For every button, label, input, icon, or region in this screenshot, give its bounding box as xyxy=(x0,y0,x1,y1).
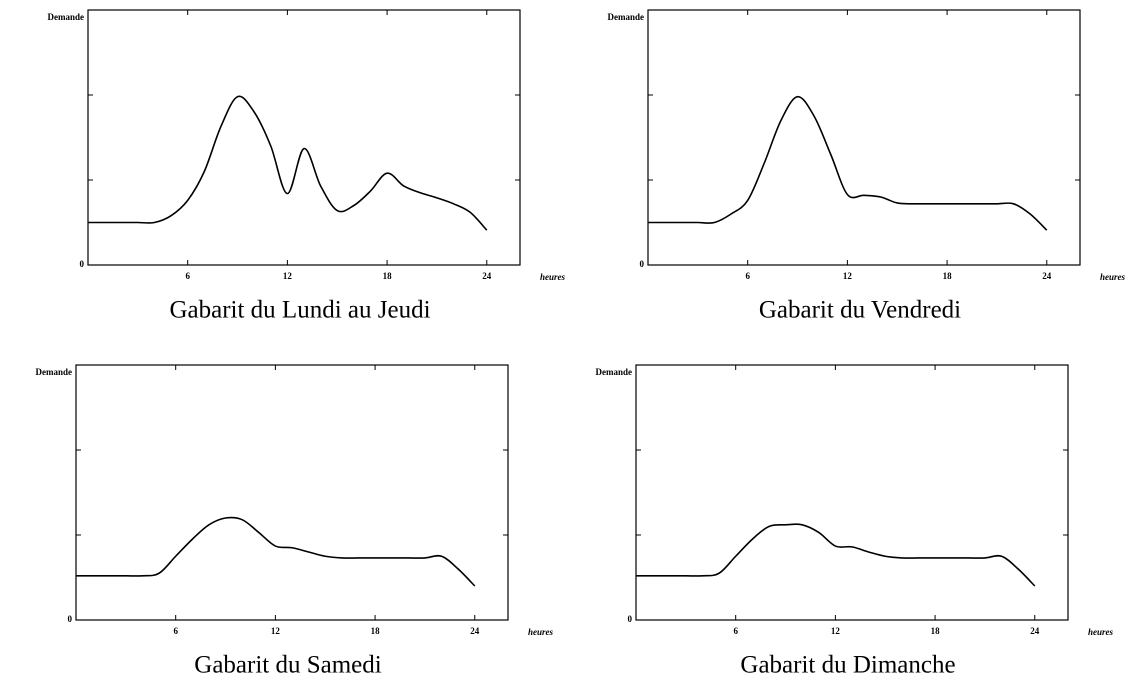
x-axis-label: heures xyxy=(540,272,566,282)
chart-panel: Demande heures Gabarit du Vendredi 6 12 18 24 0 xyxy=(608,9,1126,324)
x-tick-label: 6 xyxy=(173,626,178,636)
chart-panel: Demande heures Gabarit du Lundi au Jeudi 6 1… xyxy=(48,9,566,324)
y-tick-label: 0 xyxy=(80,259,85,269)
x-tick-label: 12 xyxy=(831,626,841,636)
x-tick-label: 18 xyxy=(383,271,393,281)
x-tick-label: 6 xyxy=(745,271,750,281)
y-tick-label: 0 xyxy=(640,259,645,269)
plot-frame xyxy=(647,9,1081,266)
x-tick-label: 18 xyxy=(371,626,381,636)
demand-line xyxy=(76,516,476,587)
chart-title: Gabarit du Vendredi xyxy=(759,297,961,324)
x-tick-label: 24 xyxy=(1042,271,1052,281)
x-axis-label: heures xyxy=(1088,627,1114,637)
x-tick-label: 6 xyxy=(733,626,738,636)
y-axis-label: Demande xyxy=(48,12,85,22)
x-tick-label: 12 xyxy=(271,626,281,636)
x-tick-label: 24 xyxy=(470,626,480,636)
chart-title: Gabarit du Dimanche xyxy=(740,652,955,679)
plot-frame xyxy=(635,364,1069,621)
chart-panel: Demande heures Gabarit du Samedi 6 12 18 24 0 xyxy=(36,364,554,679)
x-tick-label: 24 xyxy=(482,271,492,281)
y-axis-label: Demande xyxy=(596,367,633,377)
demand-line xyxy=(636,523,1036,587)
x-tick-label: 12 xyxy=(843,271,853,281)
y-axis-label: Demande xyxy=(36,367,73,377)
chart-panel: Demande heures Gabarit du Dimanche 6 12 18 24 0 xyxy=(596,364,1114,679)
x-axis-label: heures xyxy=(528,627,554,637)
x-tick-label: 18 xyxy=(943,271,953,281)
x-axis-label: heures xyxy=(1100,272,1126,282)
chart-title: Gabarit du Lundi au Jeudi xyxy=(169,297,430,324)
x-tick-label: 18 xyxy=(931,626,941,636)
demand-line xyxy=(648,95,1048,231)
plot-frame xyxy=(87,9,521,266)
y-tick-label: 0 xyxy=(68,614,73,624)
plot-frame xyxy=(75,364,509,621)
y-tick-label: 0 xyxy=(628,614,633,624)
x-tick-label: 24 xyxy=(1030,626,1040,636)
x-tick-label: 12 xyxy=(283,271,293,281)
y-axis-label: Demande xyxy=(608,12,645,22)
chart-title: Gabarit du Samedi xyxy=(194,652,382,679)
demand-line xyxy=(88,95,488,231)
x-tick-label: 6 xyxy=(185,271,190,281)
